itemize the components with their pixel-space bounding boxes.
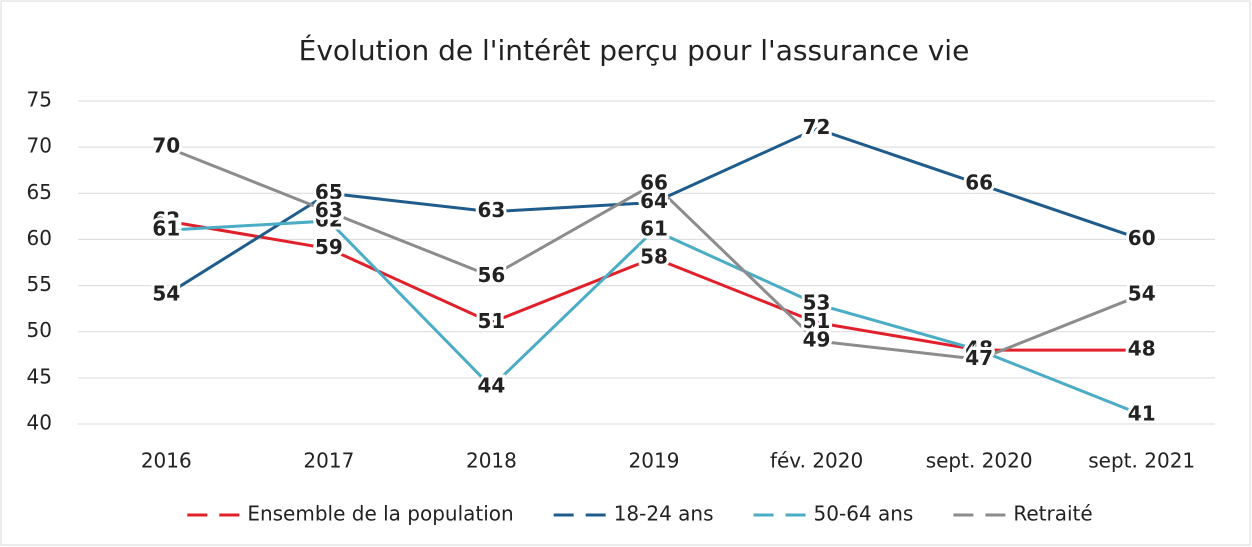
data-label: 63 [478, 198, 506, 222]
data-label: 61 [640, 217, 668, 241]
data-label: 51 [803, 309, 831, 333]
chart-title: Évolution de l'intérêt perçu pour l'assu… [299, 33, 970, 67]
data-label: 54 [1128, 281, 1156, 305]
data-label: 53 [803, 291, 831, 315]
x-tick-label: 2016 [141, 449, 192, 473]
y-tick-label: 55 [27, 272, 52, 296]
data-label: 56 [478, 263, 506, 287]
y-tick-label: 60 [27, 226, 52, 250]
data-label: 63 [315, 198, 343, 222]
legend-label: Ensemble de la population [247, 502, 513, 526]
legend: Ensemble de la population 18-24 ans 50-64 … [187, 502, 1093, 526]
data-label: 47 [965, 346, 993, 370]
x-tick-label: fév. 2020 [770, 449, 863, 473]
data-label: 72 [803, 115, 831, 139]
y-tick-label: 50 [27, 318, 52, 342]
y-tick-label: 40 [27, 411, 52, 435]
x-tick-label: 2017 [303, 449, 354, 473]
data-label: 48 [1128, 337, 1156, 361]
data-label: 60 [1128, 226, 1156, 250]
data-label: 58 [640, 244, 668, 268]
x-tick-label: 2018 [466, 449, 517, 473]
legend-label: Retraité [1013, 502, 1092, 526]
series-line [165, 127, 1143, 297]
x-tick-label: sept. 2020 [926, 449, 1033, 473]
data-label: 54 [152, 281, 180, 305]
data-label: 48 [965, 337, 993, 361]
x-tick-label: 2019 [629, 449, 680, 473]
x-tick-label: sept. 2021 [1088, 449, 1195, 473]
data-label: 41 [1128, 401, 1156, 425]
data-label: 70 [152, 134, 180, 158]
data-label: 65 [315, 180, 343, 204]
data-label: 49 [803, 327, 831, 351]
data-label: 61 [152, 217, 180, 241]
legend-label: 50-64 ans [814, 502, 914, 526]
data-label: 48 [965, 337, 993, 361]
data-label: 51 [478, 309, 506, 333]
legend-label: 18-24 ans [614, 502, 714, 526]
data-label: 66 [640, 171, 668, 195]
data-label: 62 [152, 207, 180, 231]
y-tick-label: 65 [27, 180, 52, 204]
data-label: 44 [478, 374, 506, 398]
y-tick-label: 75 [27, 88, 52, 112]
data-label: 66 [965, 171, 993, 195]
data-label: 62 [315, 207, 343, 231]
y-tick-label: 70 [27, 134, 52, 158]
data-label: 59 [315, 235, 343, 259]
y-tick-label: 45 [27, 364, 52, 388]
series-line [165, 145, 1143, 361]
data-label: 64 [640, 189, 668, 213]
series-line [166, 219, 1143, 417]
